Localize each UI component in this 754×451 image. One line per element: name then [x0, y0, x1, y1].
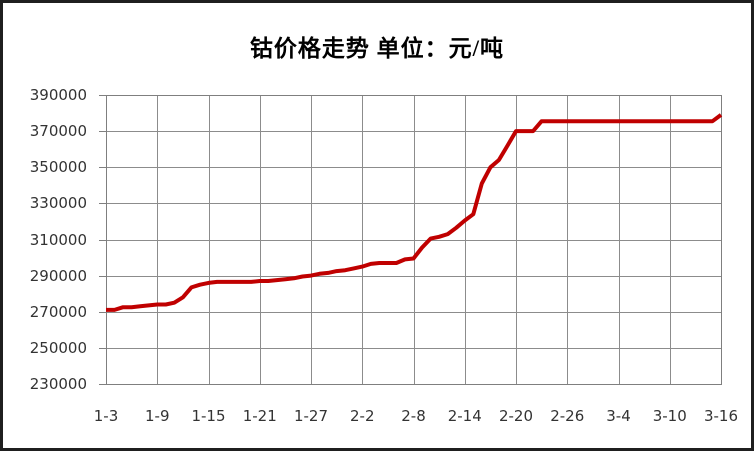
x-tick-label: 1-3 — [93, 407, 119, 425]
y-tick-label: 350000 — [29, 158, 87, 177]
x-tick-label: 2-20 — [498, 407, 534, 425]
price-line — [106, 113, 723, 312]
y-tick-label: 230000 — [29, 375, 87, 393]
x-tick-label: 2-2 — [350, 407, 375, 425]
y-tick-label: 270000 — [29, 302, 87, 321]
y-tick-label: 390000 — [29, 86, 87, 104]
x-tick-label: 2-14 — [447, 407, 482, 425]
y-tick-label: 290000 — [29, 266, 87, 285]
x-tick-label: 2-26 — [550, 407, 585, 425]
x-tick-label: 3-10 — [652, 407, 687, 425]
x-tick-label: 3-16 — [703, 407, 739, 425]
x-tick-label: 1-15 — [191, 407, 226, 425]
x-tick-label: 1-21 — [242, 407, 277, 425]
y-tick-label: 370000 — [29, 122, 87, 141]
plot-border — [106, 95, 722, 385]
y-tick-label: 330000 — [29, 194, 87, 213]
x-tick-label: 2-8 — [401, 407, 426, 425]
y-tick-label: 250000 — [29, 338, 87, 357]
x-tick-label: 3-4 — [606, 407, 631, 425]
chart-title: 钴价格走势 单位：元/吨 — [249, 36, 505, 61]
y-tick-label: 310000 — [29, 230, 87, 249]
x-tick-label: 1-27 — [293, 407, 329, 425]
x-tick-label: 1-9 — [145, 407, 170, 425]
line-chart-canvas — [99, 95, 723, 385]
